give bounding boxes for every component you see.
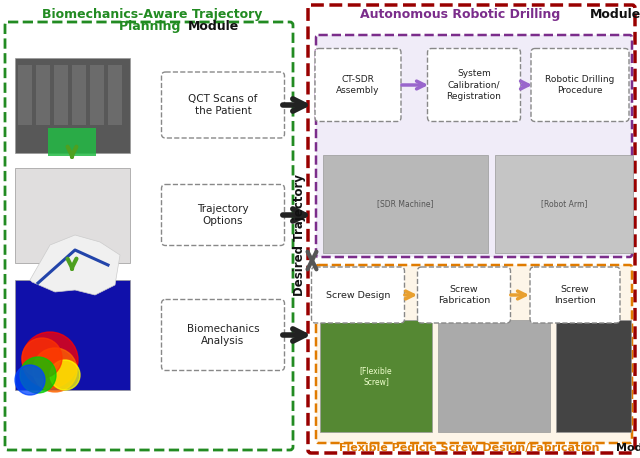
Circle shape	[22, 332, 78, 388]
Bar	[556, 320, 631, 432]
Text: Module: Module	[590, 8, 640, 21]
Bar	[15, 58, 130, 153]
Text: Flexible Pedicle Screw Design/Fabrication: Flexible Pedicle Screw Design/Fabricatio…	[339, 443, 603, 453]
Text: CT-SDR
Assembly: CT-SDR Assembly	[336, 75, 380, 95]
Circle shape	[15, 365, 45, 395]
FancyBboxPatch shape	[312, 267, 404, 323]
Text: Trajectory
Options: Trajectory Options	[197, 204, 249, 226]
FancyBboxPatch shape	[428, 49, 520, 121]
Text: Screw
Fabrication: Screw Fabrication	[438, 285, 490, 305]
Text: [SDR Machine]: [SDR Machine]	[377, 200, 433, 208]
Bar	[54, 65, 68, 125]
Polygon shape	[30, 235, 120, 295]
FancyBboxPatch shape	[530, 267, 620, 323]
Bar	[36, 65, 50, 125]
Text: Biomechanics-Aware Trajectory: Biomechanics-Aware Trajectory	[42, 8, 262, 21]
Text: Screw
Insertion: Screw Insertion	[554, 285, 596, 305]
Bar	[320, 320, 432, 432]
Text: System
Calibration/
Registration: System Calibration/ Registration	[447, 70, 501, 101]
FancyBboxPatch shape	[316, 265, 632, 443]
Bar	[90, 65, 104, 125]
Bar	[48, 128, 96, 156]
FancyBboxPatch shape	[161, 300, 285, 371]
Text: [Flexible
Screw]: [Flexible Screw]	[360, 366, 392, 386]
Bar	[72, 65, 86, 125]
Text: Robotic Drilling
Procedure: Robotic Drilling Procedure	[545, 75, 614, 95]
Circle shape	[33, 348, 77, 392]
Bar	[323, 155, 488, 253]
Bar	[15, 280, 130, 390]
Circle shape	[50, 360, 80, 390]
Text: Planning: Planning	[119, 20, 185, 33]
Bar	[18, 65, 32, 125]
Circle shape	[22, 338, 62, 378]
Circle shape	[20, 357, 56, 393]
Bar	[438, 320, 550, 432]
Text: Module: Module	[616, 443, 640, 453]
Bar	[495, 155, 633, 253]
Text: Screw Design: Screw Design	[326, 290, 390, 300]
FancyBboxPatch shape	[315, 49, 401, 121]
FancyBboxPatch shape	[161, 72, 285, 138]
Text: Module: Module	[188, 20, 239, 33]
Text: Autonomous Robotic Drilling: Autonomous Robotic Drilling	[360, 8, 564, 21]
Bar	[108, 65, 122, 125]
Text: [Robot Arm]: [Robot Arm]	[541, 200, 587, 208]
FancyBboxPatch shape	[531, 49, 629, 121]
Text: Desired Trajectory: Desired Trajectory	[294, 174, 307, 296]
FancyBboxPatch shape	[417, 267, 511, 323]
FancyBboxPatch shape	[316, 35, 632, 257]
Bar	[15, 168, 130, 263]
Text: Biomechanics
Analysis: Biomechanics Analysis	[187, 324, 259, 346]
FancyBboxPatch shape	[161, 185, 285, 245]
Text: QCT Scans of
the Patient: QCT Scans of the Patient	[188, 94, 258, 116]
